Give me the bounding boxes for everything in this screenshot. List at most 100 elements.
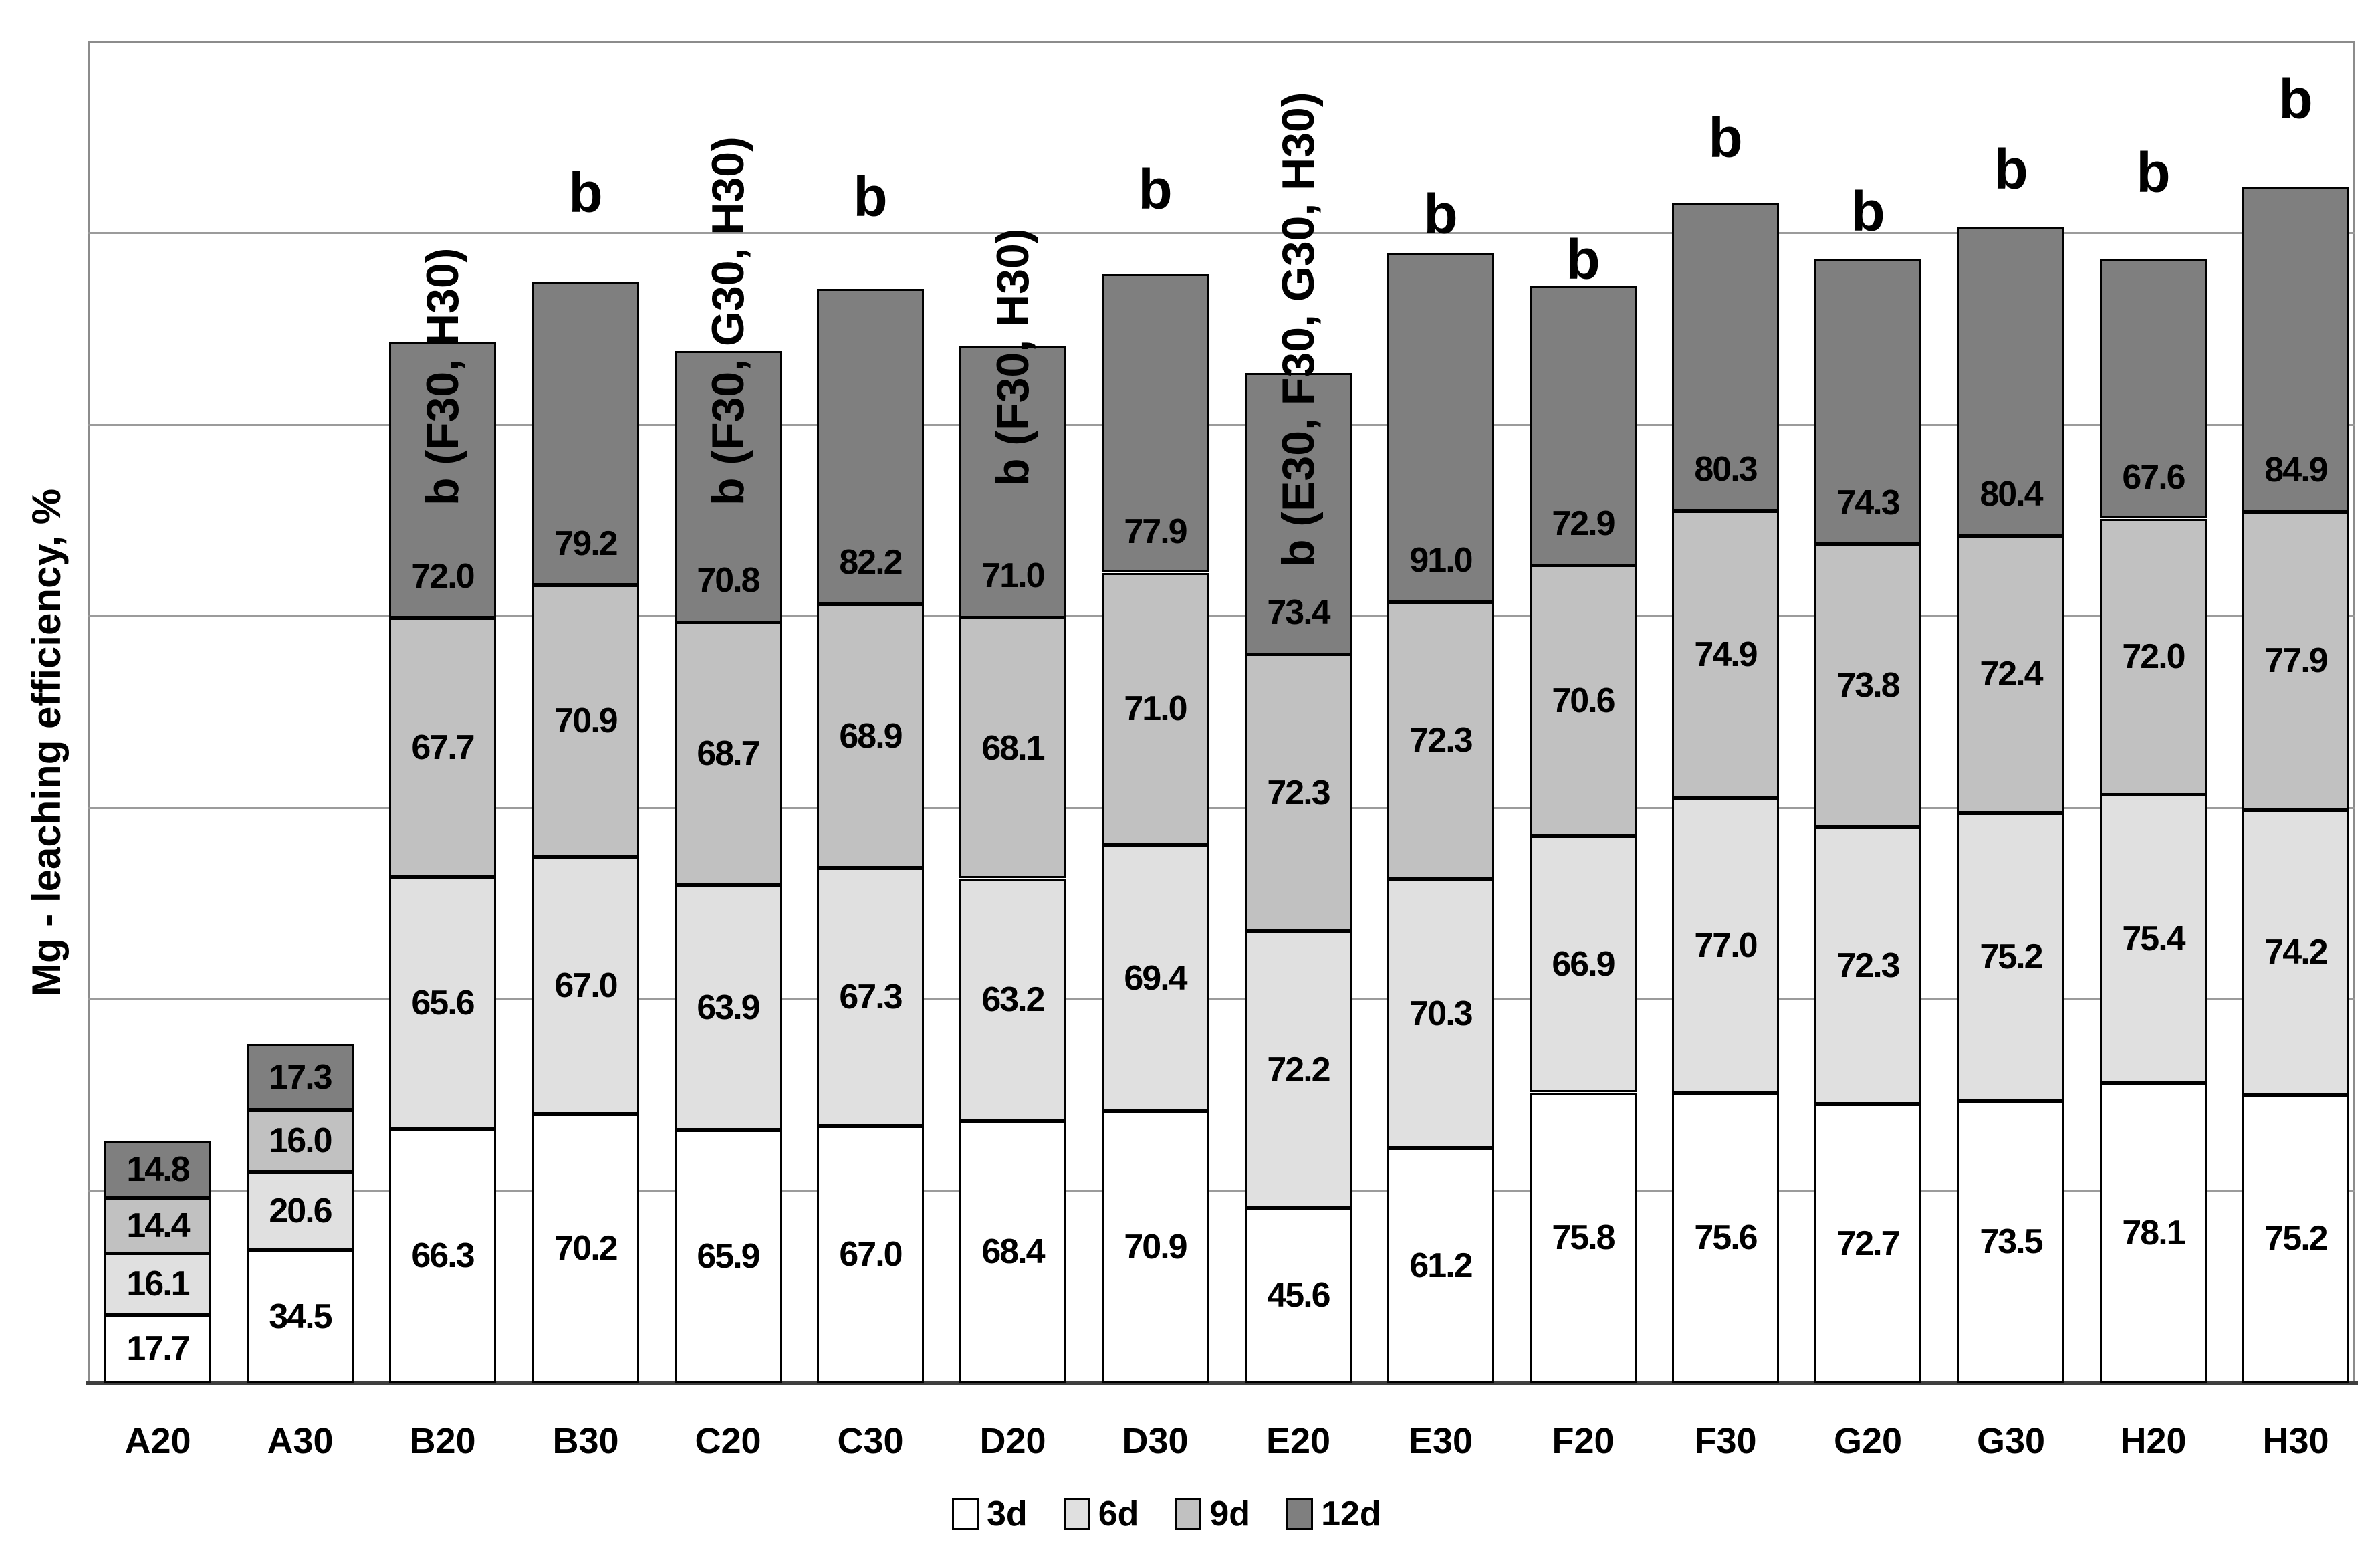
annotation-D20: b (F30, H30) bbox=[987, 228, 1038, 486]
annotation-D30: b bbox=[1138, 158, 1173, 221]
segment-label-D30-9d: 71.0 bbox=[1124, 689, 1187, 728]
bar-segment-B30-6d bbox=[532, 857, 639, 1114]
x-axis-label-D30: D30 bbox=[1122, 1421, 1189, 1461]
segment-label-A30-9d: 16.0 bbox=[269, 1121, 332, 1160]
segment-label-E30-9d: 72.3 bbox=[1409, 721, 1473, 760]
segment-label-D30-3d: 70.9 bbox=[1124, 1228, 1187, 1266]
segment-label-D30-12d: 77.9 bbox=[1124, 512, 1187, 551]
x-axis-label-E20: E20 bbox=[1266, 1421, 1331, 1461]
segment-label-E20-9d: 72.3 bbox=[1267, 774, 1330, 812]
gridline-100 bbox=[88, 998, 2355, 1000]
bar-segment-A30-9d bbox=[247, 1110, 354, 1172]
segment-label-E30-3d: 61.2 bbox=[1409, 1246, 1473, 1285]
bar-segment-A20-9d bbox=[104, 1198, 211, 1254]
segment-label-A30-3d: 34.5 bbox=[269, 1297, 332, 1336]
bar-segment-B20-6d bbox=[389, 877, 496, 1129]
x-axis-label-C30: C30 bbox=[837, 1421, 904, 1461]
segment-label-C20-12d: 70.8 bbox=[697, 561, 760, 600]
bar-segment-D20-3d bbox=[959, 1121, 1066, 1383]
bar-segment-C30-6d bbox=[817, 868, 924, 1126]
segment-label-H20-6d: 75.4 bbox=[2122, 919, 2185, 958]
bar-segment-B20-9d bbox=[389, 618, 496, 877]
bar-segment-F30-6d bbox=[1672, 798, 1779, 1093]
segment-label-F30-6d: 77.0 bbox=[1694, 926, 1758, 965]
legend-swatch-3d bbox=[952, 1498, 979, 1530]
x-axis-label-F30: F30 bbox=[1694, 1421, 1757, 1461]
segment-label-A20-6d: 16.1 bbox=[126, 1264, 190, 1303]
legend-item-3d: 3d bbox=[952, 1496, 1028, 1531]
bar-segment-B20-12d bbox=[389, 342, 496, 618]
segment-label-F20-3d: 75.8 bbox=[1552, 1218, 1615, 1257]
bar-segment-C20-3d bbox=[675, 1130, 782, 1383]
segment-label-A20-3d: 17.7 bbox=[126, 1329, 190, 1368]
bar-segment-G20-6d bbox=[1814, 827, 1921, 1104]
segment-label-D20-9d: 68.1 bbox=[981, 729, 1045, 768]
segment-label-E20-12d: 73.4 bbox=[1267, 593, 1330, 632]
segment-label-B20-6d: 65.6 bbox=[411, 984, 475, 1022]
bar-segment-D20-9d bbox=[959, 617, 1066, 878]
segment-label-E20-3d: 45.6 bbox=[1267, 1276, 1330, 1315]
bar-segment-C20-6d bbox=[675, 885, 782, 1130]
bar-segment-D30-12d bbox=[1102, 274, 1209, 572]
legend-swatch-6d bbox=[1063, 1498, 1090, 1530]
x-axis-label-H20: H20 bbox=[2120, 1421, 2187, 1461]
bar-segment-F30-12d bbox=[1672, 203, 1779, 511]
bar-segment-A20-6d bbox=[104, 1253, 211, 1315]
bar-segment-A30-12d bbox=[247, 1044, 354, 1110]
bar-segment-F30-3d bbox=[1672, 1093, 1779, 1383]
gridline-300 bbox=[88, 232, 2355, 234]
segment-label-B20-9d: 67.7 bbox=[411, 728, 475, 767]
bar-segment-A30-6d bbox=[247, 1172, 354, 1250]
legend-item-6d: 6d bbox=[1063, 1494, 1139, 1533]
legend-label-6d: 6d bbox=[1098, 1494, 1139, 1533]
segment-label-H30-6d: 74.2 bbox=[2264, 933, 2328, 972]
x-axis-label-C20: C20 bbox=[695, 1421, 761, 1461]
segment-label-H20-12d: 67.6 bbox=[2122, 458, 2185, 497]
bar-segment-D30-9d bbox=[1102, 573, 1209, 845]
segment-label-F20-12d: 72.9 bbox=[1552, 504, 1615, 543]
bar-segment-B30-3d bbox=[532, 1114, 639, 1383]
bar-segment-D30-6d bbox=[1102, 845, 1209, 1111]
bar-segment-F30-9d bbox=[1672, 511, 1779, 798]
annotation-F20: b bbox=[1566, 228, 1600, 291]
segment-label-C30-12d: 82.2 bbox=[839, 543, 903, 582]
annotation-B30: b bbox=[568, 161, 603, 224]
bar-segment-F20-3d bbox=[1530, 1093, 1637, 1383]
legend: 3d 6d 9d 12d bbox=[952, 1496, 1381, 1531]
segment-label-B30-12d: 79.2 bbox=[554, 524, 618, 563]
bar-segment-H30-9d bbox=[2242, 512, 2349, 810]
segment-label-C20-9d: 68.7 bbox=[697, 734, 760, 773]
segment-label-A30-6d: 20.6 bbox=[269, 1192, 332, 1230]
segment-label-G20-9d: 73.8 bbox=[1836, 666, 1900, 705]
segment-label-D20-3d: 68.4 bbox=[981, 1232, 1045, 1271]
bar-segment-F20-6d bbox=[1530, 836, 1637, 1092]
annotation-G20: b bbox=[1851, 180, 1885, 243]
segment-label-A20-12d: 14.8 bbox=[126, 1150, 190, 1189]
annotation-H20: b bbox=[2136, 141, 2171, 204]
bar-segment-C30-3d bbox=[817, 1126, 924, 1383]
annotation-G30: b bbox=[1994, 138, 2028, 201]
x-axis-label-E30: E30 bbox=[1408, 1421, 1473, 1461]
bar-segment-E30-3d bbox=[1387, 1148, 1494, 1383]
segment-label-H30-12d: 84.9 bbox=[2264, 451, 2328, 489]
bar-segment-C20-12d bbox=[675, 351, 782, 623]
segment-label-F30-12d: 80.3 bbox=[1694, 450, 1758, 489]
bar-segment-B20-3d bbox=[389, 1129, 496, 1383]
segment-label-H20-3d: 78.1 bbox=[2122, 1214, 2185, 1252]
annotation-C20: b (F30, G30, H30) bbox=[703, 136, 753, 506]
segment-label-D30-6d: 69.4 bbox=[1124, 959, 1187, 998]
segment-label-D20-6d: 63.2 bbox=[981, 980, 1045, 1019]
segment-label-C30-3d: 67.0 bbox=[839, 1235, 903, 1274]
bar-segment-H20-12d bbox=[2100, 259, 2207, 518]
segment-label-A20-9d: 14.4 bbox=[126, 1206, 190, 1245]
x-axis-label-G30: G30 bbox=[1976, 1421, 2046, 1461]
bar-segment-E20-9d bbox=[1245, 654, 1352, 931]
segment-label-C20-3d: 65.9 bbox=[697, 1237, 760, 1276]
segment-label-F30-3d: 75.6 bbox=[1694, 1218, 1758, 1257]
gridline-50 bbox=[88, 1190, 2355, 1192]
y-axis-title: Mg - leaching efficiency, % bbox=[24, 488, 69, 996]
segment-label-G20-6d: 72.3 bbox=[1836, 946, 1900, 985]
annotation-E30: b bbox=[1423, 183, 1458, 245]
segment-label-A30-12d: 17.3 bbox=[269, 1058, 332, 1097]
segment-label-G20-12d: 74.3 bbox=[1836, 483, 1900, 522]
